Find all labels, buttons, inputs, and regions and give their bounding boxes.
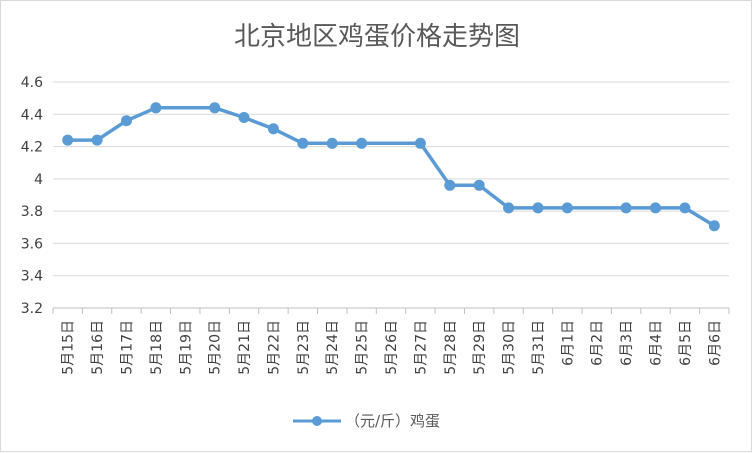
x-tick-label: 5月24日 [325,320,341,375]
data-point[interactable] [444,179,456,191]
x-tick-label: 6月6日 [707,320,723,366]
data-point[interactable] [297,137,309,149]
x-tick-label: 5月28日 [443,320,459,375]
y-tick-label: 3.6 [21,236,43,252]
data-point[interactable] [326,137,338,149]
data-point[interactable] [679,202,691,214]
data-point[interactable] [561,202,573,214]
data-point[interactable] [209,102,221,114]
x-tick-label: 5月22日 [266,320,282,375]
x-tick-label: 6月5日 [678,320,694,366]
y-tick-label: 3.4 [21,269,43,285]
x-tick-label: 5月16日 [90,320,106,375]
x-tick-label: 5月19日 [178,320,194,375]
x-tick-label: 5月25日 [355,320,371,375]
legend-label: （元/斤）鸡蛋 [345,412,440,430]
x-tick-label: 5月15日 [61,320,77,375]
data-point[interactable] [91,134,103,146]
y-tick-label: 3.8 [21,204,43,220]
y-tick-label: 4.4 [21,107,43,123]
data-point[interactable] [150,102,162,114]
data-point[interactable] [62,134,74,146]
x-tick-label: 5月31日 [531,320,547,375]
y-tick-label: 4 [34,172,43,188]
data-point[interactable] [620,202,632,214]
data-point[interactable] [708,220,720,232]
x-tick-label: 5月18日 [149,320,165,375]
x-tick-label: 6月2日 [590,320,606,366]
x-tick-label: 5月27日 [413,320,429,375]
x-tick-label: 5月30日 [502,320,518,375]
x-tick-label: 5月20日 [208,320,224,375]
y-tick-label: 4.2 [21,140,43,156]
data-point[interactable] [238,112,250,123]
data-point[interactable] [414,137,426,149]
x-tick-label: 5月29日 [472,320,488,375]
x-axis-ticks: 5月15日 5月16日 5月17日 5月18日 5月19日 5月20日 5月21日 5月22日… [52,308,730,375]
y-tick-label: 4.6 [21,75,43,91]
gridlines [53,81,729,309]
x-tick-label: 6月1日 [560,320,576,366]
chart-title: 北京地区鸡蛋价格走势图 [234,22,520,52]
x-tick-label: 5月23日 [296,320,312,375]
data-point[interactable] [650,202,661,214]
data-point[interactable] [356,137,368,149]
data-point[interactable] [267,123,279,135]
data-point[interactable] [473,179,485,191]
series-layer [62,102,720,232]
data-point[interactable] [121,115,132,127]
legend[interactable]: （元/斤）鸡蛋 [293,412,440,430]
series-line [67,106,716,228]
x-tick-label: 5月21日 [237,320,253,375]
x-tick-label: 6月4日 [649,320,665,366]
x-tick-label: 5月17日 [119,320,135,375]
data-point[interactable] [503,202,515,214]
x-tick-label: 6月3日 [619,320,635,366]
x-tick-label: 5月26日 [384,320,400,375]
y-axis-ticks: 3.2 3.4 3.6 3.8 4 4.2 4.4 4.6 [21,75,43,317]
legend-marker-swatch [312,416,322,426]
data-point[interactable] [532,202,544,214]
y-tick-label: 3.2 [21,301,43,317]
